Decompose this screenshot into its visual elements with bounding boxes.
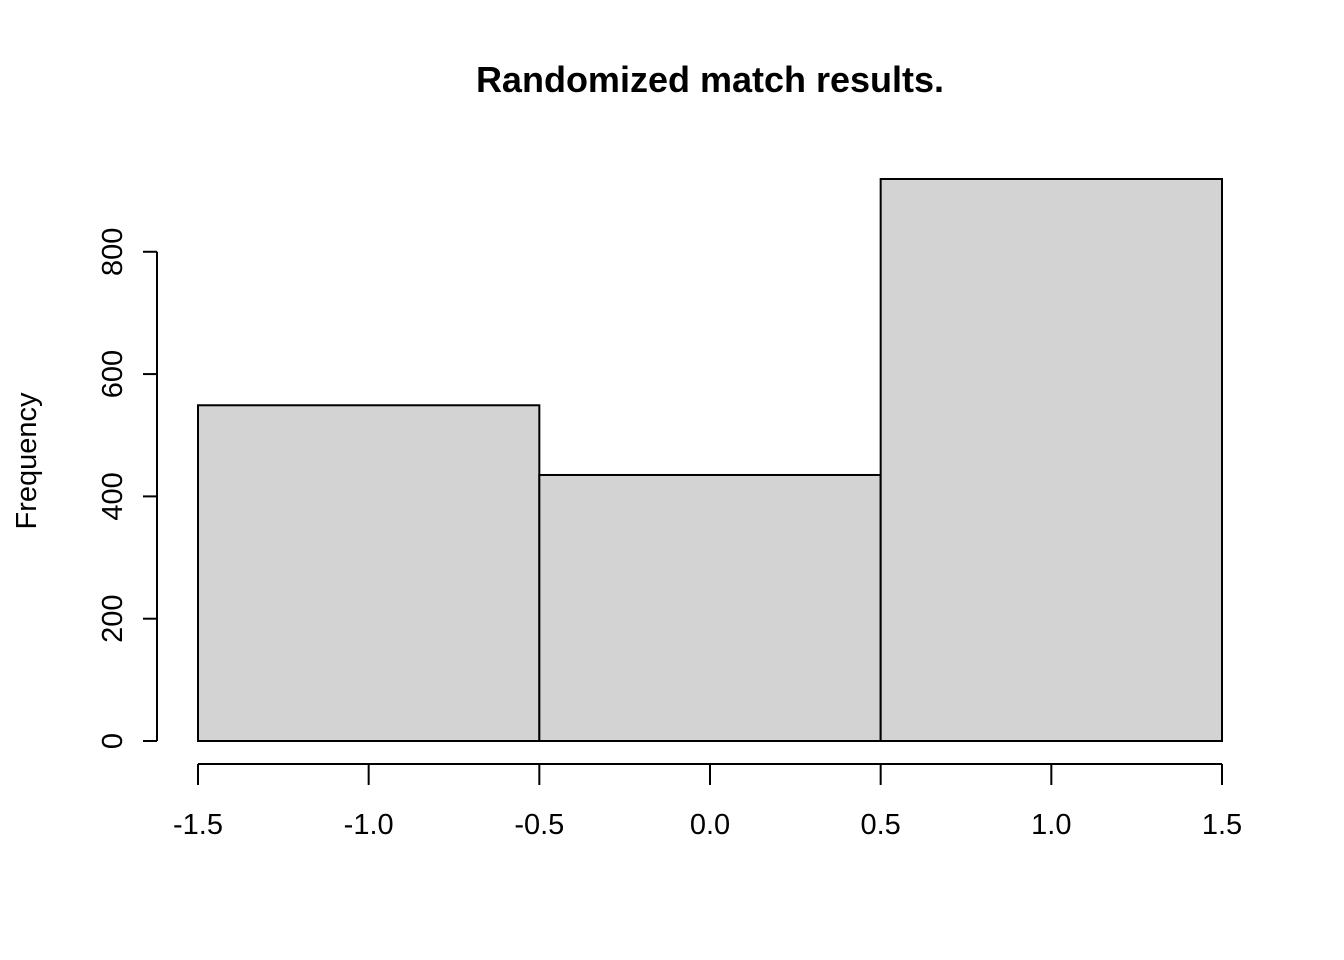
y-axis: 0 200 400 600 800: [97, 228, 158, 749]
x-tick-label: 1.0: [1031, 809, 1071, 841]
x-axis: -1.5 -1.0 -0.5 0.0 0.5 1.0 1.5: [173, 763, 1242, 841]
y-tick-label: 400: [97, 472, 129, 520]
x-tick-label: -1.0: [344, 809, 394, 841]
chart-title: Randomized match results.: [476, 59, 944, 100]
y-tick-label: 0: [97, 733, 129, 749]
y-axis-label: Frequency: [11, 392, 43, 530]
histogram-bar-2: [538, 473, 882, 742]
y-tick-label: 200: [97, 594, 129, 642]
x-tick-label: -1.5: [173, 809, 223, 841]
histogram-bar-1: [197, 404, 541, 742]
histogram-bar-3: [879, 178, 1224, 742]
x-tick-label: 0.5: [861, 809, 901, 841]
x-tick-label: -0.5: [514, 809, 564, 841]
x-tick-label: 1.5: [1202, 809, 1242, 841]
y-tick-label: 600: [97, 350, 129, 398]
x-tick-label: 0.0: [690, 809, 730, 841]
bars-layer: [197, 178, 1224, 742]
y-tick-label: 800: [97, 228, 129, 276]
